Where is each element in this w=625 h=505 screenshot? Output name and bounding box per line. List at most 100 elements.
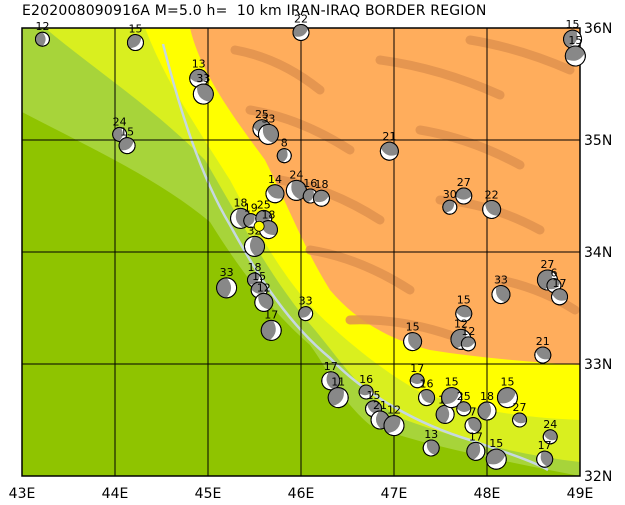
event-depth-label: 17: [538, 439, 552, 452]
beachball: [534, 346, 552, 364]
event-depth-label: 21: [536, 335, 550, 348]
event-depth-label: 33: [299, 295, 313, 308]
beachball: [466, 441, 486, 461]
beachball: [189, 68, 209, 88]
event-depth-label: 11: [331, 376, 345, 389]
beachball-rim: [491, 285, 511, 305]
lat-tick-label: 32N: [584, 469, 612, 485]
target-event-layer: [253, 220, 265, 232]
beachball: [564, 45, 586, 67]
beachball-rim: [460, 336, 476, 352]
mountain-ridge: [465, 35, 575, 75]
beachball-compression: [328, 387, 338, 402]
event-depth-label: 25: [457, 390, 471, 403]
lon-tick-label: 44E: [102, 486, 129, 502]
beachball-rim: [260, 319, 282, 341]
beachball: [260, 319, 282, 341]
beachball-compression: [35, 33, 41, 45]
beachball-compression: [473, 417, 482, 428]
beachball-compression: [555, 288, 568, 295]
event-depth-label: 18: [480, 390, 494, 403]
beachball-compression: [546, 451, 553, 464]
beachball-rim: [536, 450, 554, 468]
lon-tick-label: 49E: [567, 486, 594, 502]
beachball: [409, 373, 425, 389]
event-depth-label: 22: [294, 12, 308, 25]
event-depth-label: 18: [314, 178, 328, 191]
event-depth-label: 18: [234, 196, 248, 209]
event-depth-label: 25: [255, 108, 269, 121]
event-depth-label: 21: [382, 130, 396, 143]
lon-tick-label: 45E: [195, 486, 222, 502]
beachball-rim: [327, 387, 349, 409]
beachball-rim: [455, 305, 473, 323]
beachball-rim: [455, 187, 473, 205]
beachball-rim: [244, 235, 265, 257]
beachball-compression: [486, 449, 502, 458]
beachball-compression: [425, 389, 435, 399]
beachball: [34, 31, 50, 47]
event-depth-label: 8: [281, 137, 288, 150]
lon-tick-label: 46E: [288, 486, 315, 502]
beachball-compression: [414, 332, 422, 347]
beachball-compression: [191, 69, 207, 76]
event-depth-label: 15: [445, 376, 459, 389]
beachball: [482, 199, 502, 219]
event-depth-label: 25: [257, 198, 271, 211]
beachball: [216, 277, 238, 299]
event-depth-label: 15: [489, 437, 503, 450]
beachball-compression: [497, 387, 511, 397]
beachball-rim: [257, 123, 279, 145]
beachball-rim: [466, 441, 486, 461]
beachball-rim: [265, 184, 285, 204]
lon-tick-label: 47E: [381, 486, 408, 502]
beachball: [418, 389, 436, 407]
event-depth-label: 24: [113, 115, 127, 128]
beachball-rim: [379, 141, 399, 161]
event-depth-label: 15: [457, 294, 471, 307]
event-depth-label: 12: [454, 317, 468, 330]
beachball-rim: [276, 148, 292, 164]
beachball-rim: [118, 137, 136, 155]
beachball-rim: [298, 306, 314, 322]
beachball-rim: [34, 31, 50, 47]
beachball: [422, 439, 440, 457]
beachball: [118, 137, 136, 155]
beachball-rim: [312, 189, 330, 207]
beachball-compression: [119, 137, 130, 146]
event-depth-label: 12: [461, 325, 475, 338]
beachball-rim: [112, 126, 128, 142]
beachball-rim: [358, 384, 374, 400]
beachball-compression: [546, 429, 558, 436]
beachball: [285, 179, 307, 201]
mountain-ridge: [495, 275, 580, 315]
country-border-layer: [161, 43, 549, 472]
event-depth-label: 21: [373, 399, 387, 412]
beachball-compression: [432, 440, 440, 452]
beachball-rim: [564, 45, 586, 67]
event-depth-label: 15: [406, 321, 420, 334]
beachball: [491, 285, 511, 305]
beachball-compression: [303, 189, 309, 200]
beachball-rim: [542, 429, 558, 445]
depth-label: h= 10 km: [206, 3, 282, 19]
beachball-rim: [551, 288, 569, 306]
beachball-compression: [247, 273, 256, 281]
beachball-compression: [243, 213, 251, 224]
beachball: [496, 387, 518, 409]
beachball-compression: [127, 34, 137, 44]
beachball: [403, 332, 423, 352]
beachball: [327, 387, 349, 409]
beachball-rim: [477, 401, 497, 421]
beachball-compression: [384, 415, 395, 428]
beachball-compression: [563, 30, 571, 44]
event-depth-label: 33: [220, 266, 234, 279]
lon-tick-label: 43E: [9, 486, 36, 502]
beachball: [460, 336, 476, 352]
beachball-rim: [512, 412, 528, 428]
event-depth-label: 24: [289, 168, 303, 181]
beachball-rim: [216, 277, 238, 299]
beachball: [276, 148, 292, 164]
